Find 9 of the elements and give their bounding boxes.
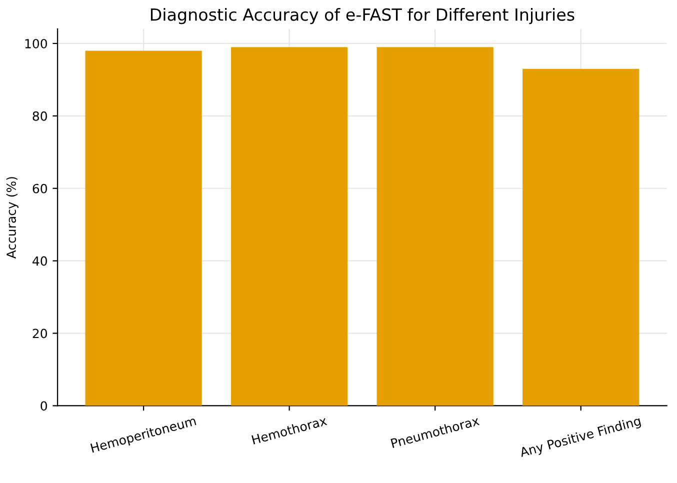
y-tick-label: 0 <box>40 401 47 411</box>
y-axis-title: Accuracy (%) <box>6 177 18 259</box>
chart-title: Diagnostic Accuracy of e-FAST for Different Injuries <box>150 8 574 24</box>
y-tick-label: 20 <box>32 328 47 338</box>
x-tick-label: Any Positive Finding <box>519 416 642 460</box>
y-tick-label: 80 <box>32 111 47 121</box>
y-tick-label: 100 <box>25 38 47 48</box>
y-tick-label: 60 <box>32 184 47 194</box>
y-tick-label: 40 <box>32 256 47 266</box>
